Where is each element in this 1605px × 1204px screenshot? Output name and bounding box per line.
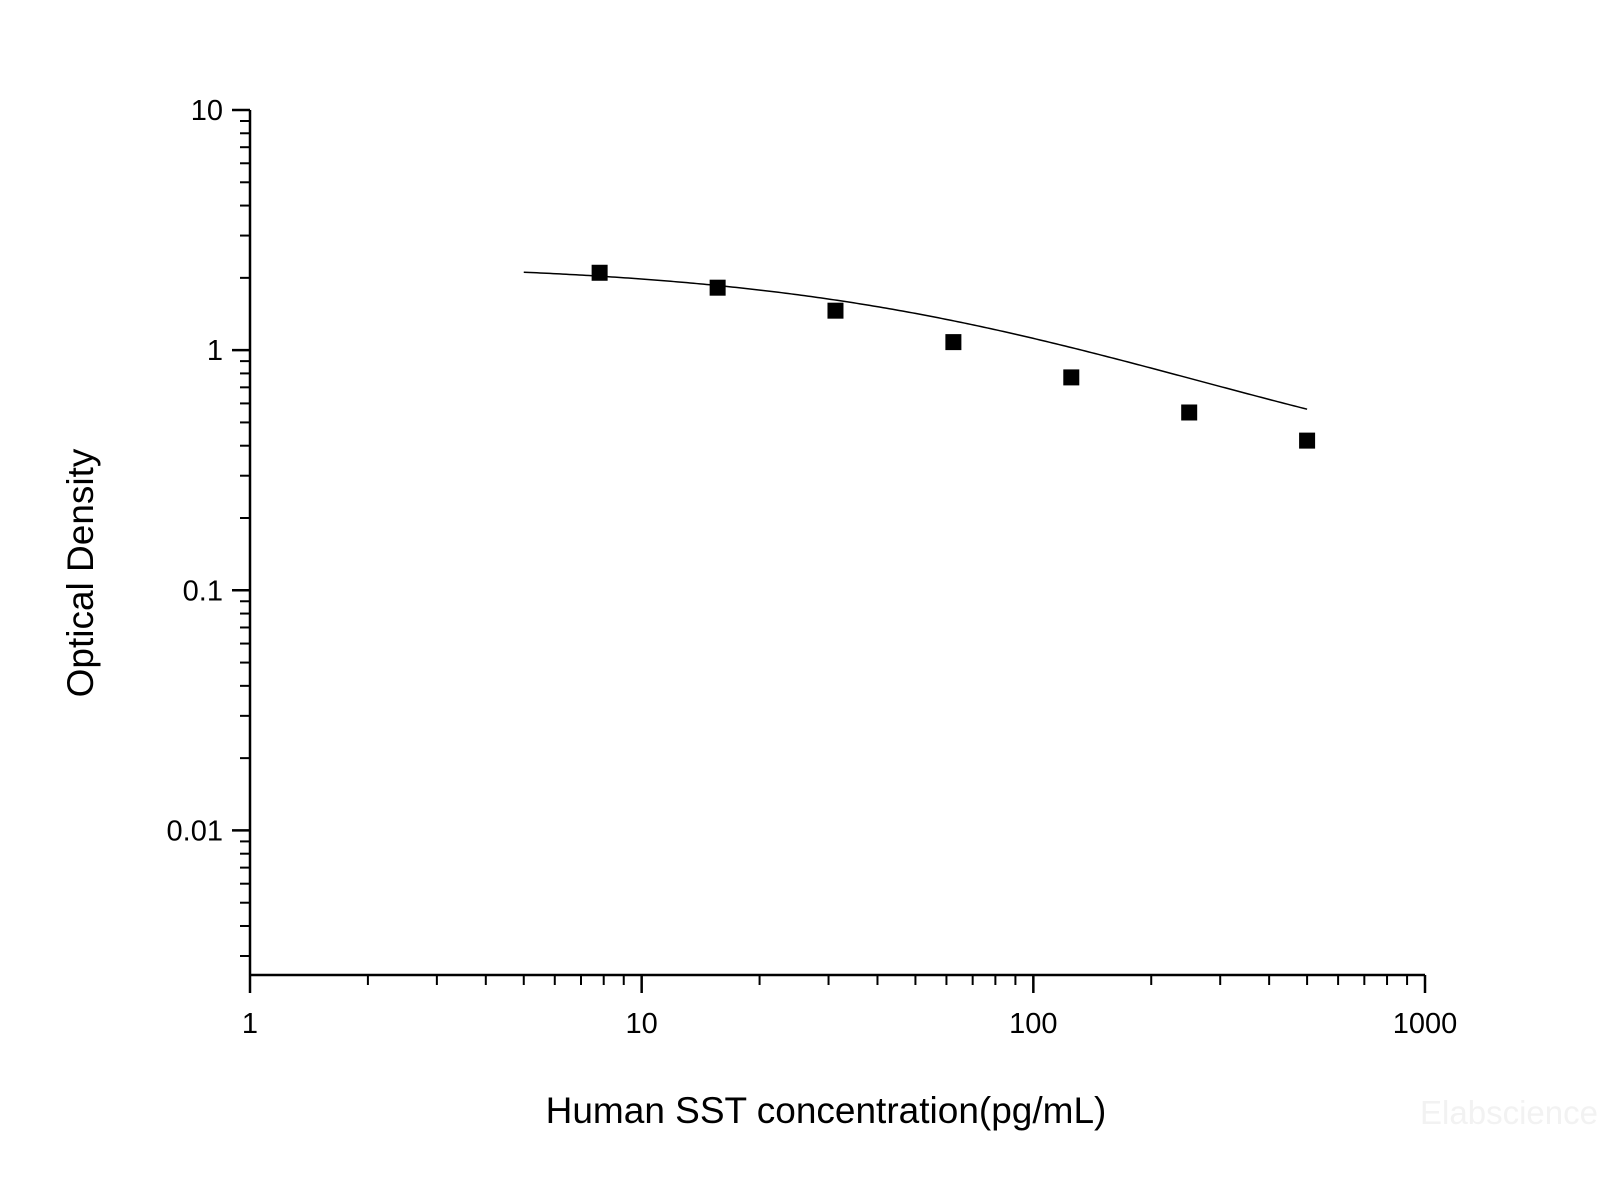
y-tick-label: 0.1: [183, 575, 223, 607]
data-point: [1181, 404, 1198, 421]
y-axis-title: Optical Density: [60, 448, 101, 697]
x-axis-tick-labels: 1 10 100 1000: [242, 1008, 1457, 1040]
x-axis-minor-ticks: [366, 975, 1409, 985]
data-point: [827, 302, 844, 319]
data-point: [709, 279, 726, 296]
x-tick-label: 10: [626, 1008, 658, 1040]
y-tick-label: 0.01: [167, 815, 223, 847]
fit-curve: [523, 271, 1308, 410]
data-point: [591, 264, 608, 281]
data-point: [1063, 369, 1080, 386]
y-axis-major-ticks: [232, 108, 250, 832]
y-tick-label: 1: [207, 335, 223, 367]
x-axis-major-ticks: [248, 975, 1427, 993]
data-point: [945, 334, 962, 351]
data-points: [591, 264, 1316, 449]
y-tick-label: 10: [191, 95, 223, 127]
x-tick-label: 100: [1009, 1008, 1057, 1040]
x-tick-label: 1: [242, 1008, 258, 1040]
x-tick-label: 1000: [1393, 1008, 1458, 1040]
x-axis-title: Human SST concentration(pg/mL): [546, 1090, 1107, 1131]
watermark-text: Elabscience: [1420, 1094, 1598, 1131]
y-axis-tick-labels: 0.01 0.1 1 10: [167, 95, 223, 847]
data-point: [1299, 432, 1316, 449]
y-axis-minor-ticks: [240, 119, 250, 957]
